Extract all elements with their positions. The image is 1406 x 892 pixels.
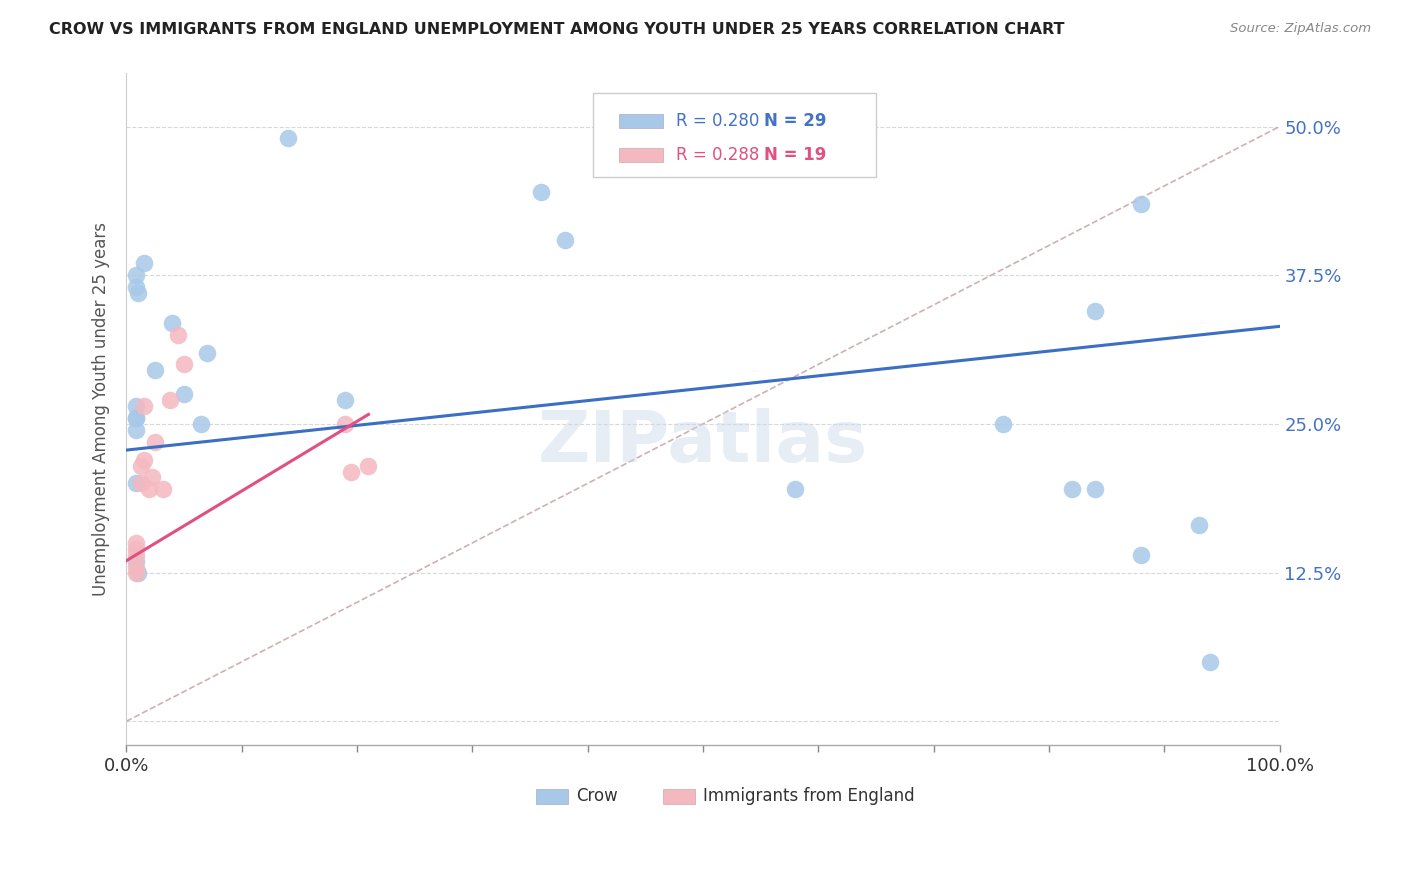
Point [530, 185, 553, 199]
Point [277, 131, 299, 145]
Point [159, 393, 181, 408]
Point [129, 458, 152, 473]
Point [1130, 197, 1153, 211]
Point [554, 233, 576, 247]
Point [124, 566, 146, 580]
Point [138, 483, 160, 497]
Text: Crow: Crow [576, 787, 617, 805]
Point [143, 363, 166, 377]
Point [124, 399, 146, 413]
FancyBboxPatch shape [662, 789, 695, 804]
FancyBboxPatch shape [619, 113, 662, 128]
Point [124, 559, 146, 574]
Point [1084, 304, 1107, 318]
Point [335, 417, 357, 431]
Point [167, 327, 190, 342]
Point [127, 566, 149, 580]
Point [785, 483, 807, 497]
Point [1188, 518, 1211, 533]
Point [173, 387, 195, 401]
Point [141, 470, 163, 484]
Point [124, 411, 146, 425]
Point [162, 316, 184, 330]
Point [124, 423, 146, 437]
Point [1084, 483, 1107, 497]
Point [124, 536, 146, 550]
Text: R = 0.280: R = 0.280 [676, 112, 759, 130]
Point [190, 417, 212, 431]
Text: CROW VS IMMIGRANTS FROM ENGLAND UNEMPLOYMENT AMONG YOUTH UNDER 25 YEARS CORRELAT: CROW VS IMMIGRANTS FROM ENGLAND UNEMPLOY… [49, 22, 1064, 37]
Point [1130, 548, 1153, 562]
Point [991, 417, 1014, 431]
Point [340, 465, 363, 479]
Text: R = 0.288: R = 0.288 [676, 146, 759, 164]
Point [1199, 655, 1222, 669]
Point [124, 541, 146, 556]
Point [335, 393, 357, 408]
Text: Source: ZipAtlas.com: Source: ZipAtlas.com [1230, 22, 1371, 36]
Point [124, 554, 146, 568]
Y-axis label: Unemployment Among Youth under 25 years: Unemployment Among Youth under 25 years [93, 222, 110, 596]
Point [124, 476, 146, 491]
Point [173, 358, 195, 372]
Point [143, 434, 166, 449]
Point [152, 483, 174, 497]
Point [124, 548, 146, 562]
Point [132, 256, 155, 270]
Text: Immigrants from England: Immigrants from England [703, 787, 914, 805]
FancyBboxPatch shape [593, 93, 876, 178]
Point [1060, 483, 1083, 497]
FancyBboxPatch shape [536, 789, 568, 804]
Text: N = 19: N = 19 [763, 146, 827, 164]
Point [132, 452, 155, 467]
Point [124, 268, 146, 283]
Point [129, 476, 152, 491]
Text: N = 29: N = 29 [763, 112, 827, 130]
Point [124, 280, 146, 294]
FancyBboxPatch shape [619, 147, 662, 162]
Point [124, 411, 146, 425]
Point [357, 458, 380, 473]
Point [132, 399, 155, 413]
Point [127, 286, 149, 301]
Text: ZIPatlas: ZIPatlas [538, 409, 868, 477]
Point [195, 345, 218, 359]
